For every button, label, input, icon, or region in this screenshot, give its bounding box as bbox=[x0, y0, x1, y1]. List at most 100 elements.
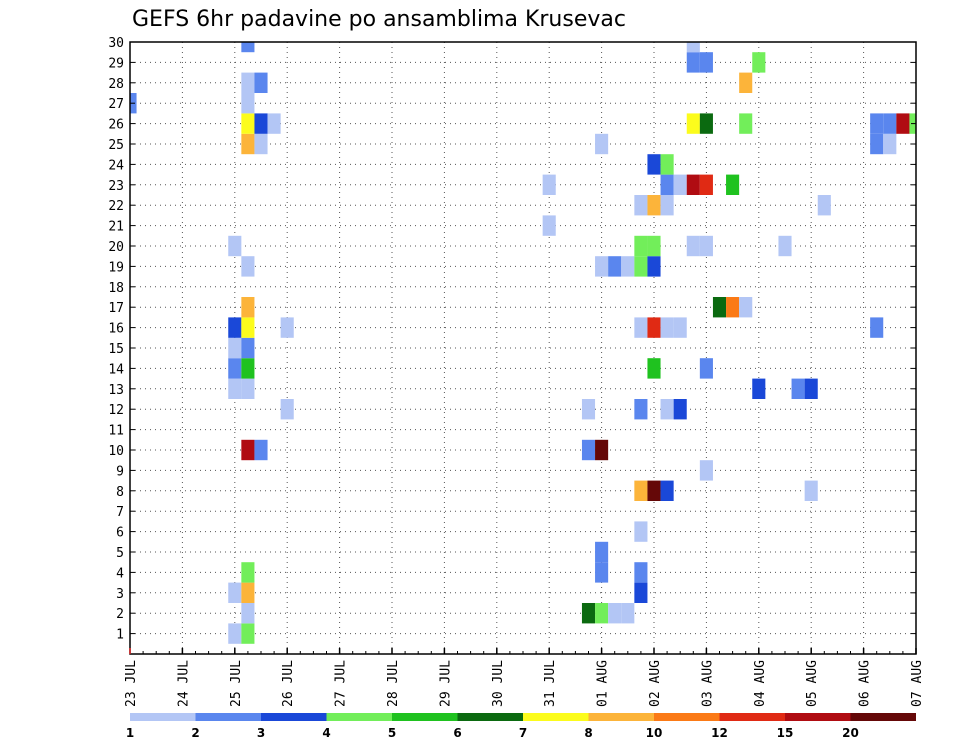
y-tick-label: 9 bbox=[116, 464, 124, 479]
heatmap-cell bbox=[228, 317, 242, 338]
heatmap-cell bbox=[699, 358, 713, 379]
legend-label: 2 bbox=[191, 726, 199, 740]
heatmap-cell bbox=[699, 235, 713, 257]
heatmap-cell bbox=[883, 113, 897, 134]
heatmap-cell bbox=[647, 480, 661, 501]
heatmap-cell bbox=[241, 133, 255, 155]
heatmap-cell bbox=[739, 72, 753, 93]
heatmap-cell bbox=[791, 378, 805, 399]
heatmap-cell bbox=[241, 439, 255, 461]
x-tick-label: 25 JUL bbox=[229, 660, 244, 707]
heatmap-cell bbox=[647, 358, 661, 379]
heatmap-cell bbox=[254, 439, 268, 461]
heatmap-cell bbox=[241, 113, 255, 134]
heatmap-cell bbox=[726, 297, 740, 318]
heatmap-cell bbox=[660, 480, 674, 501]
y-tick-label: 18 bbox=[108, 281, 124, 296]
heatmap-cell bbox=[712, 297, 727, 318]
heatmap-cell bbox=[634, 562, 648, 583]
legend-swatch bbox=[523, 713, 589, 721]
heatmap-cell bbox=[634, 235, 648, 257]
heatmap-cell bbox=[595, 562, 609, 583]
heatmap-cell bbox=[673, 317, 687, 338]
x-tick-label: 31 JUL bbox=[543, 660, 558, 707]
y-tick-label: 6 bbox=[116, 526, 124, 541]
legend-label: 3 bbox=[257, 726, 265, 740]
heatmap-cell bbox=[752, 378, 766, 399]
heatmap-cell bbox=[621, 603, 635, 624]
heatmap-cell bbox=[804, 378, 818, 399]
heatmap-cell bbox=[241, 317, 255, 338]
heatmap-cell bbox=[241, 42, 255, 53]
heatmap-cell bbox=[241, 337, 255, 359]
heatmap-cell bbox=[581, 399, 596, 420]
heatmap-cell bbox=[267, 113, 281, 134]
y-tick-label: 16 bbox=[108, 322, 124, 337]
heatmap-cell bbox=[660, 317, 674, 338]
legend-label: 20 bbox=[842, 726, 859, 740]
x-tick-label: 26 JUL bbox=[281, 660, 296, 707]
legend-label: 12 bbox=[711, 726, 728, 740]
heatmap-cell bbox=[228, 582, 242, 603]
heatmap-cell bbox=[595, 133, 609, 155]
x-axis: 23 JUL 24 JUL 25 JUL 26 JUL 27 JUL 28 JUL 29 J… bbox=[124, 648, 925, 707]
heatmap-cell bbox=[647, 317, 661, 338]
heatmap-cell bbox=[870, 133, 884, 155]
x-tick-label: 07 AUG bbox=[910, 660, 925, 707]
legend-label: 8 bbox=[584, 726, 592, 740]
heatmap-cell bbox=[634, 256, 648, 277]
heatmap-cell bbox=[241, 358, 255, 379]
heatmap-cell bbox=[228, 235, 242, 257]
heatmap-cell bbox=[254, 113, 268, 134]
heatmap-cell bbox=[647, 154, 661, 175]
y-tick-label: 12 bbox=[108, 403, 124, 418]
x-tick-label: 04 AUG bbox=[753, 660, 768, 707]
heatmap-cell bbox=[870, 113, 884, 134]
heatmap-cell bbox=[634, 582, 648, 603]
legend-swatch bbox=[457, 713, 523, 721]
heatmap-cell bbox=[752, 52, 766, 73]
heatmap-cell bbox=[660, 399, 674, 420]
legend-label: 6 bbox=[453, 726, 461, 740]
y-tick-label: 24 bbox=[108, 158, 124, 173]
heatmap-cell bbox=[280, 399, 294, 420]
heatmap-cell bbox=[673, 174, 687, 195]
heatmap-cell bbox=[804, 480, 818, 501]
legend-swatch bbox=[785, 713, 851, 721]
legend-label: 4 bbox=[322, 726, 330, 740]
heatmap-cell bbox=[686, 235, 700, 257]
heatmap-cell bbox=[699, 113, 713, 134]
y-tick-label: 7 bbox=[116, 505, 124, 520]
legend-label: 5 bbox=[388, 726, 396, 740]
heatmap-cell bbox=[699, 460, 713, 481]
y-tick-label: 19 bbox=[108, 260, 124, 275]
y-tick-label: 26 bbox=[108, 118, 124, 133]
x-tick-label: 29 JUL bbox=[438, 660, 453, 707]
y-tick-label: 22 bbox=[108, 199, 124, 214]
heatmap-cell bbox=[739, 297, 753, 318]
heatmap-cell bbox=[595, 439, 609, 461]
legend-swatch bbox=[719, 713, 785, 721]
heatmap-cell bbox=[241, 603, 255, 624]
legend-swatch bbox=[588, 713, 654, 721]
heatmap-cell bbox=[634, 195, 648, 216]
heatmap-cell bbox=[228, 623, 242, 644]
heatmap-cell bbox=[595, 603, 609, 624]
y-tick-label: 8 bbox=[116, 485, 124, 500]
legend-label: 10 bbox=[646, 726, 663, 740]
y-tick-label: 29 bbox=[108, 56, 124, 71]
y-tick-label: 25 bbox=[108, 138, 124, 153]
y-tick-label: 14 bbox=[108, 362, 124, 377]
heatmap-cell bbox=[280, 317, 294, 338]
heatmap-cell bbox=[608, 256, 622, 277]
heatmap-cell bbox=[241, 582, 255, 603]
heatmap-cell bbox=[241, 562, 255, 583]
y-tick-label: 23 bbox=[108, 179, 124, 194]
heatmap-cell bbox=[241, 378, 255, 399]
heatmap-cell bbox=[634, 399, 648, 420]
heatmap-cell bbox=[241, 297, 255, 318]
heatmap-cell bbox=[241, 72, 255, 93]
legend-swatch bbox=[850, 713, 916, 721]
heatmap-cell bbox=[228, 337, 242, 359]
heatmap-cell bbox=[686, 52, 700, 73]
